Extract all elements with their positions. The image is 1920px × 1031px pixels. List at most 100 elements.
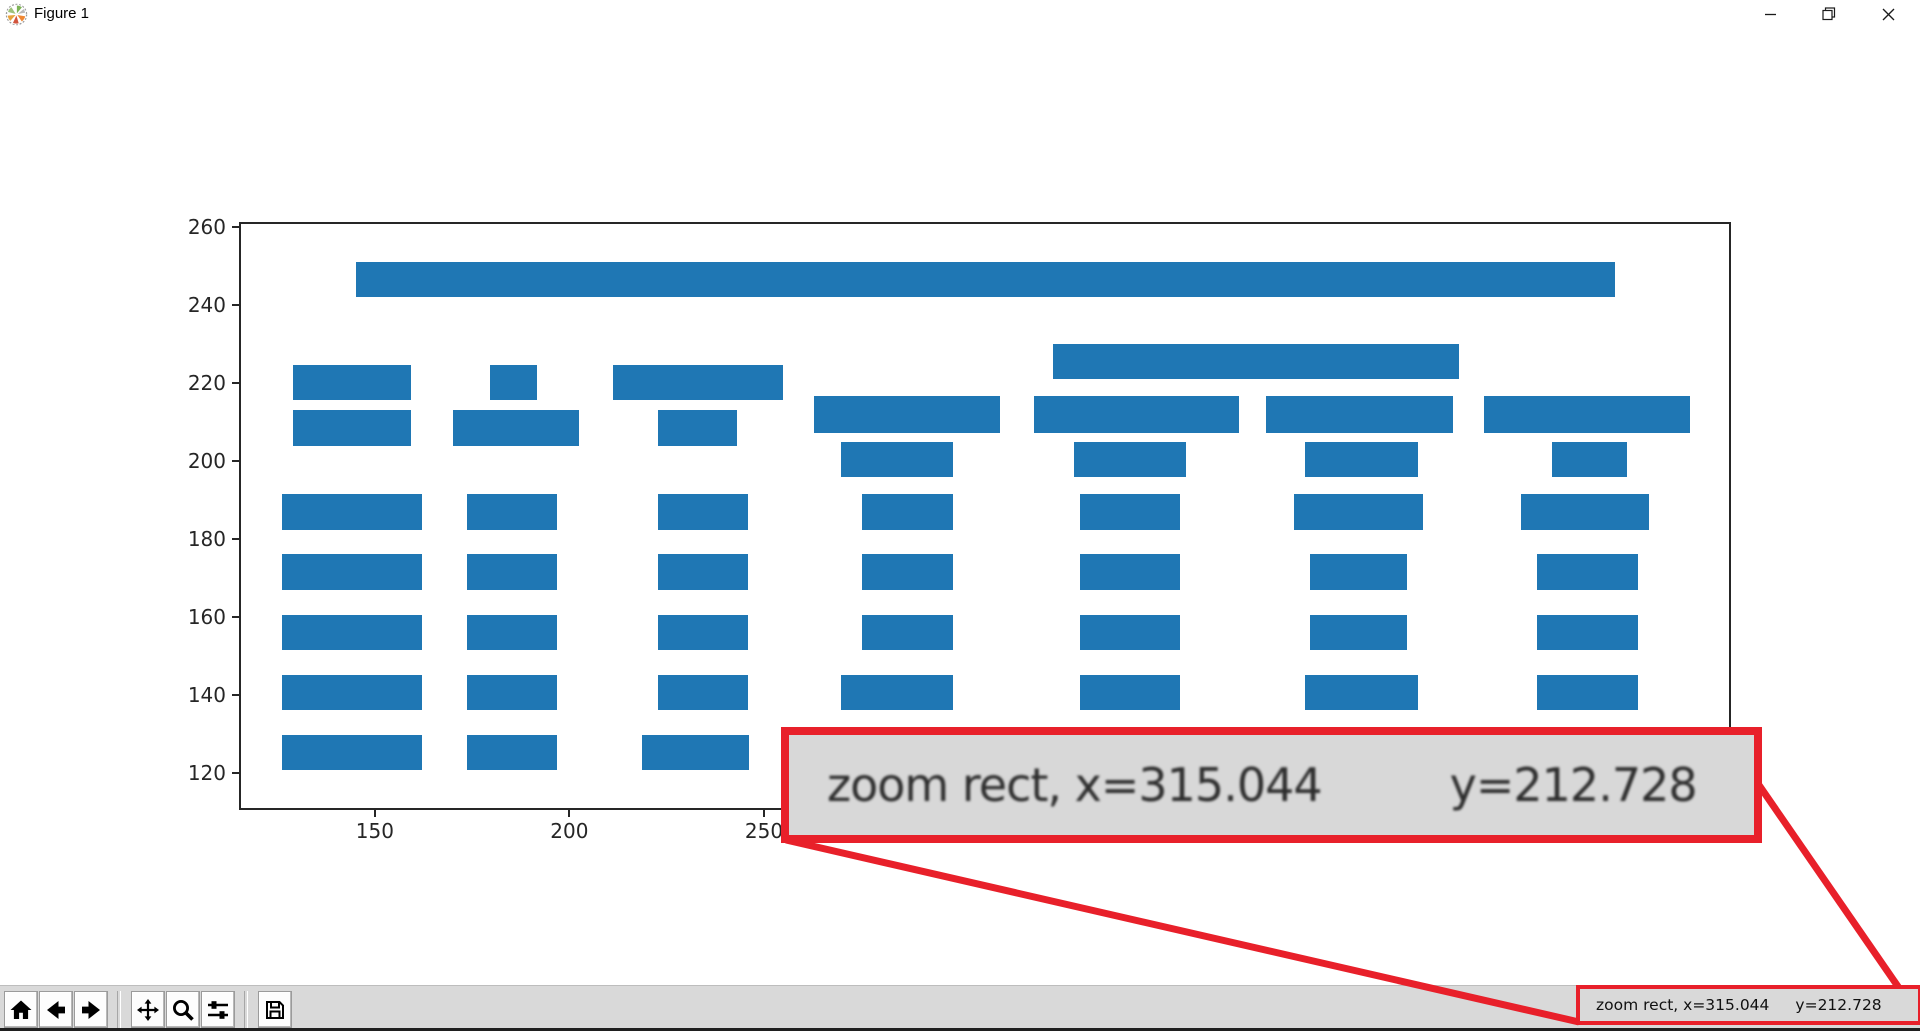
status-message-box: zoom rect, x=315.044 y=212.728 [1576, 985, 1920, 1025]
y-tick-mark [232, 772, 239, 775]
zoom-to-rect-icon [173, 999, 194, 1021]
bar [1294, 494, 1423, 530]
bar [467, 554, 557, 590]
bar [1079, 554, 1180, 590]
bar [1536, 614, 1639, 650]
home-icon [10, 1000, 32, 1019]
restore-button[interactable] [1800, 0, 1858, 28]
y-tick-label: 180 [187, 527, 226, 552]
title-bar: Figure 1 [0, 0, 1920, 28]
configure-subplots-button[interactable] [201, 991, 235, 1028]
bar [467, 494, 557, 530]
bar [861, 614, 954, 650]
bar [1305, 674, 1418, 711]
bar [658, 674, 748, 711]
x-tick-mark [373, 810, 376, 817]
bar [861, 494, 954, 530]
bar [1520, 494, 1650, 530]
home-button[interactable] [4, 991, 38, 1028]
y-tick-label: 120 [187, 761, 226, 786]
bar [282, 554, 422, 590]
y-tick-mark [232, 616, 239, 619]
bar [282, 614, 422, 650]
x-tick-mark [568, 810, 571, 817]
bar [658, 494, 748, 530]
bar [1309, 614, 1407, 650]
magnified-status-coords: zoom rect, x=315.044 [827, 758, 1323, 812]
bar [1483, 396, 1690, 434]
minimize-icon [1764, 13, 1776, 15]
bar [641, 734, 749, 771]
bar [490, 364, 538, 401]
bar [1265, 396, 1454, 434]
window-bottom-border [0, 1028, 1920, 1031]
back-button[interactable] [39, 991, 73, 1028]
window-title: Figure 1 [34, 5, 90, 22]
zoom-to-rect-button[interactable] [166, 991, 200, 1028]
y-tick-label: 260 [187, 215, 226, 240]
bar [840, 441, 954, 478]
bar [355, 261, 1615, 298]
bar [1536, 674, 1639, 711]
bar [813, 396, 1001, 434]
configure-subplots-icon [208, 1000, 228, 1019]
bar [658, 554, 748, 590]
x-tick-label: 150 [355, 819, 394, 843]
matplotlib-logo-icon [5, 3, 28, 26]
back-icon [47, 1000, 65, 1019]
minimize-button[interactable] [1741, 0, 1799, 28]
bar [1052, 343, 1460, 380]
y-tick-mark [232, 694, 239, 697]
y-tick-mark [232, 382, 239, 385]
pan-button[interactable] [131, 991, 165, 1028]
close-icon [1882, 8, 1894, 20]
bar [467, 734, 557, 771]
restore-icon [1822, 7, 1836, 21]
y-tick-label: 240 [187, 293, 226, 318]
status-y-text: y=212.728 [1795, 996, 1882, 1014]
bar [1305, 441, 1418, 478]
y-tick-label: 160 [187, 605, 226, 630]
bar [1552, 441, 1627, 478]
bar [1079, 674, 1180, 711]
bar [658, 614, 748, 650]
plot-area[interactable]: 150 200 250 260 240 220 200 180 160 140 120 [188, 215, 1731, 843]
x-tick-label: 250 [744, 819, 784, 843]
bar [1073, 441, 1187, 478]
status-coords-text: zoom rect, x=315.044 [1596, 996, 1770, 1014]
bar [467, 674, 557, 711]
close-button[interactable] [1859, 0, 1917, 28]
bar [293, 364, 411, 401]
y-tick-label: 220 [187, 371, 226, 396]
bar [1079, 614, 1180, 650]
bar [861, 554, 954, 590]
bar [1536, 554, 1639, 590]
y-tick-label: 140 [187, 683, 226, 708]
bar [467, 614, 557, 650]
status-magnifier-callout: zoom rect, x=315.044 y=212.728 [781, 727, 1762, 843]
pan-icon [137, 998, 159, 1021]
bar [1079, 494, 1180, 530]
bar [293, 410, 411, 446]
bar [452, 410, 579, 446]
y-tick-label: 200 [187, 449, 226, 474]
save-button[interactable] [258, 991, 292, 1028]
y-tick-mark [232, 226, 239, 229]
save-icon [266, 1000, 284, 1019]
bar [840, 674, 954, 711]
x-tick-mark [763, 810, 765, 817]
bar [282, 734, 422, 771]
y-tick-mark [232, 460, 239, 463]
toolbar-separator [117, 991, 121, 1028]
bar [282, 494, 422, 530]
x-tick-label: 200 [550, 819, 589, 843]
magnified-status-y: y=212.728 [1449, 758, 1698, 812]
y-tick-mark [232, 304, 239, 307]
y-tick-mark [232, 538, 239, 541]
bar [1034, 396, 1240, 434]
forward-icon [82, 1000, 100, 1019]
forward-button[interactable] [74, 991, 108, 1028]
toolbar-separator [244, 991, 248, 1028]
bar [658, 410, 737, 446]
